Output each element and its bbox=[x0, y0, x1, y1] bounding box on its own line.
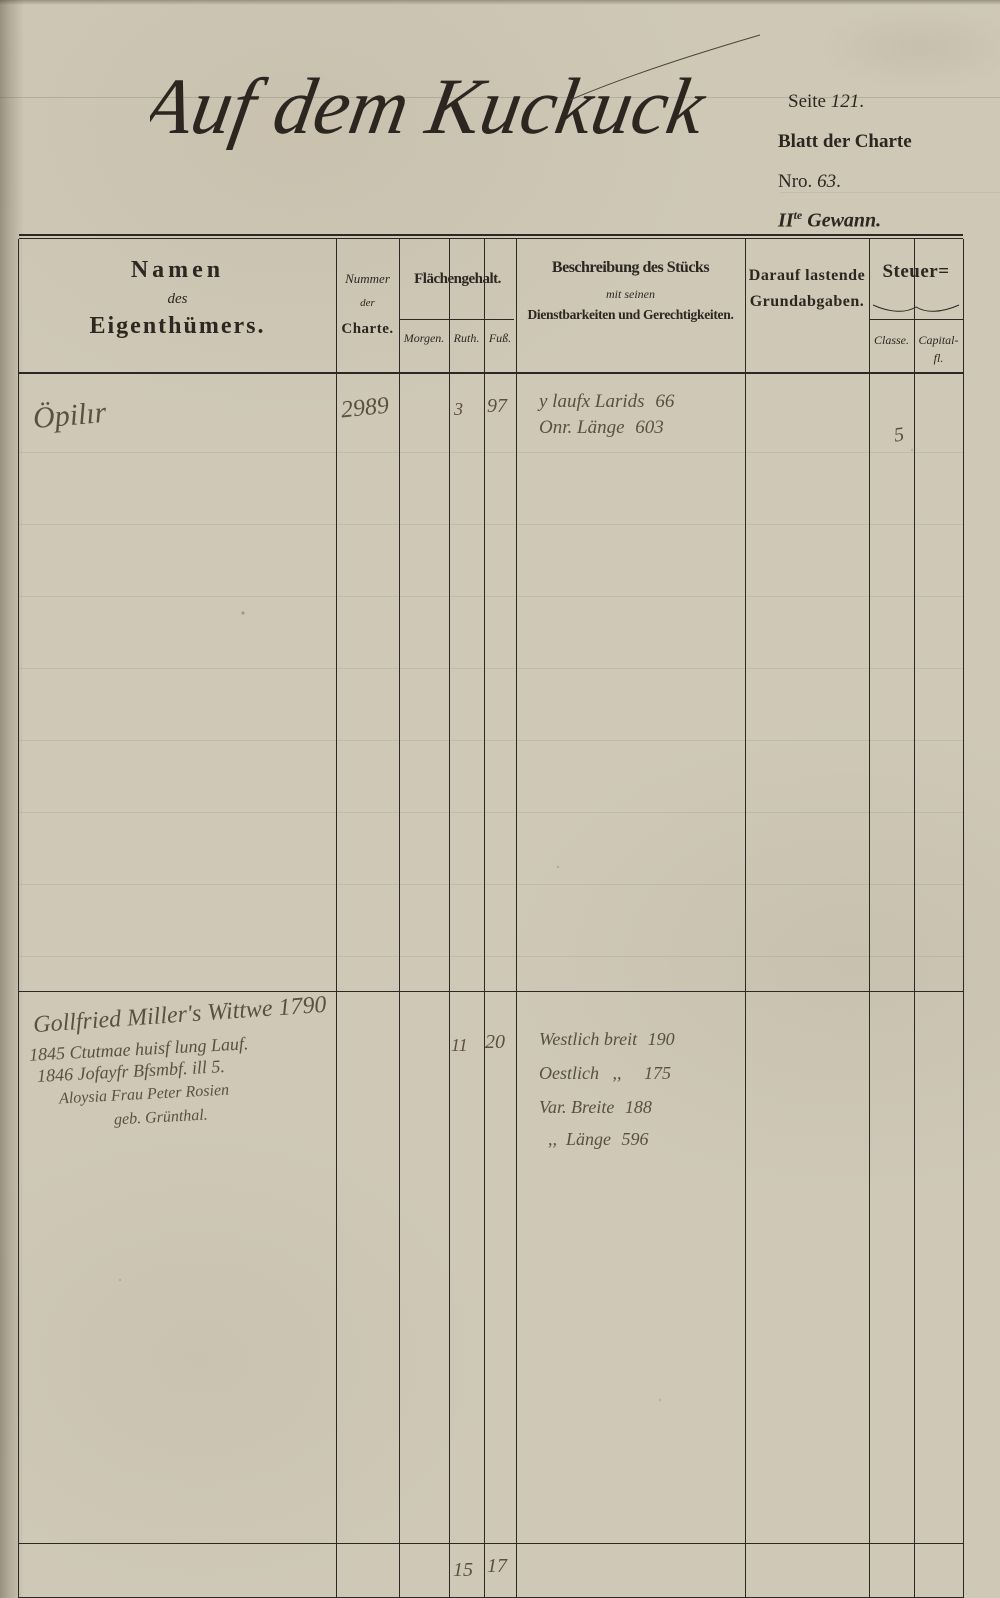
svg-text:Auf dem Kuckuck: Auf dem Kuckuck bbox=[150, 63, 713, 151]
